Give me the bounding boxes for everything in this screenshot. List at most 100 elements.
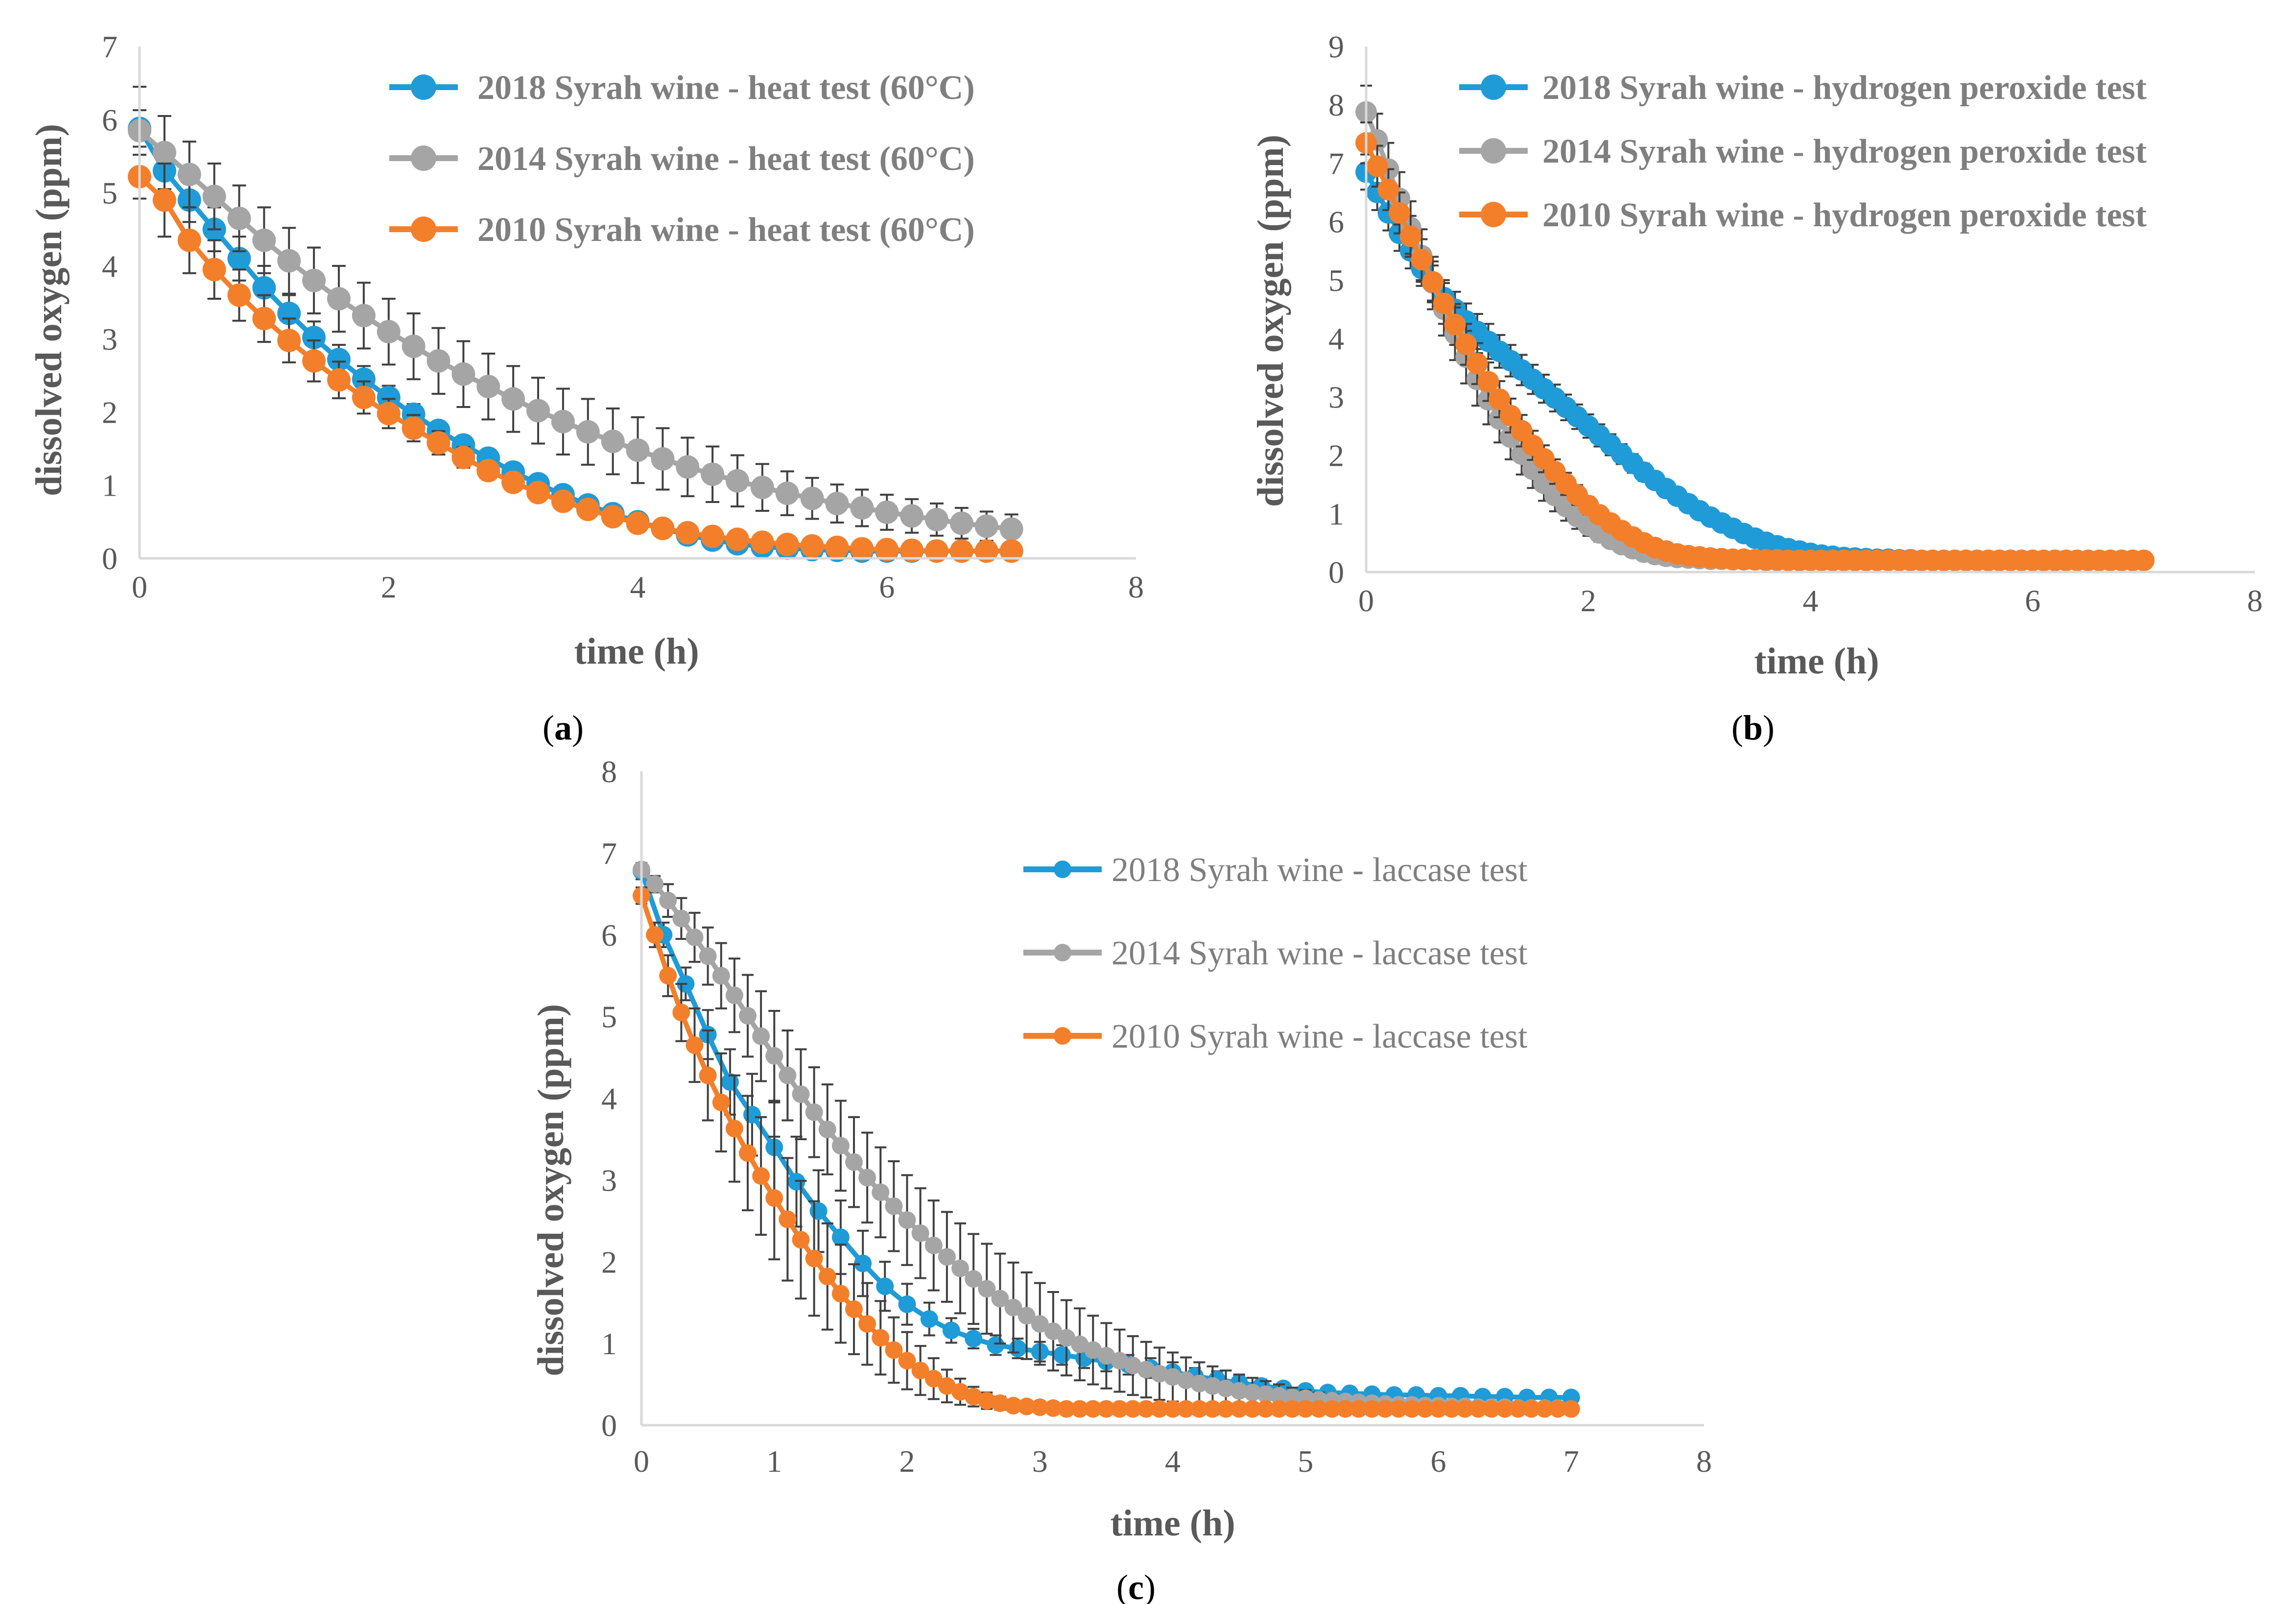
data-point	[925, 539, 948, 563]
data-point	[1399, 225, 1421, 247]
panel-b-x-axis-label: time (h)	[1754, 641, 1879, 682]
data-point	[476, 375, 500, 399]
data-point	[252, 276, 276, 300]
data-point	[1009, 1340, 1027, 1358]
data-point	[850, 496, 874, 520]
legend-swatch-marker	[1481, 138, 1506, 164]
x-tick-label: 6	[1431, 1444, 1446, 1479]
panel-b: 0 2 4 6 8 0 1 2 3 4 5 6 7 8 9 time (h) dissolved oxyge…	[1250, 29, 2263, 747]
x-tick-label: 6	[879, 570, 895, 604]
data-point	[1124, 1400, 1142, 1418]
data-point	[818, 1268, 836, 1286]
data-point	[1018, 1307, 1036, 1325]
data-point	[501, 387, 525, 411]
data-point	[302, 326, 326, 350]
data-point	[1403, 1400, 1421, 1418]
data-point	[152, 188, 176, 212]
panel-a-series	[128, 86, 1023, 563]
panel-c-label: (c)	[1116, 1568, 1156, 1604]
legend-swatch-marker	[411, 74, 436, 100]
x-tick-label: 7	[1563, 1444, 1579, 1479]
data-point	[1496, 1400, 1514, 1418]
data-point	[1549, 1400, 1567, 1418]
legend-label: 2018 Syrah wine - hydrogen peroxide test	[1542, 69, 2147, 107]
data-point	[1164, 1400, 1182, 1418]
data-point	[177, 228, 201, 252]
legend-swatch-marker	[411, 216, 436, 242]
y-tick-label: 3	[1328, 380, 1344, 414]
x-tick-label: 4	[630, 570, 646, 604]
y-tick-label: 3	[601, 1163, 617, 1197]
data-point	[924, 1369, 943, 1388]
data-point	[1230, 1382, 1248, 1400]
y-tick-label: 6	[1328, 205, 1344, 239]
y-tick-label: 2	[1328, 438, 1344, 473]
data-point	[699, 1066, 717, 1084]
legend-swatch-marker	[1481, 202, 1506, 227]
series-line	[137, 127, 1012, 554]
data-point	[659, 967, 677, 985]
data-point	[1084, 1341, 1102, 1359]
panel-a-label: (a)	[543, 708, 584, 747]
data-point	[825, 492, 849, 516]
data-point	[872, 1183, 890, 1201]
y-tick-label: 1	[601, 1326, 617, 1361]
data-point	[1511, 420, 1533, 442]
series-2010-group	[128, 153, 1023, 563]
data-point	[227, 246, 251, 270]
data-point	[725, 1120, 743, 1138]
data-point	[1177, 1371, 1195, 1389]
x-tick-label: 0	[634, 1444, 649, 1479]
data-point	[327, 347, 351, 371]
data-point	[426, 431, 450, 455]
data-point	[1150, 1365, 1168, 1383]
x-tick-label: 4	[1803, 583, 1819, 618]
data-point	[1323, 1400, 1341, 1418]
data-point	[978, 1391, 996, 1410]
legend-label: 2014 Syrah wine - laccase test	[1112, 934, 1528, 972]
data-point	[1443, 1400, 1461, 1418]
y-tick-label: 7	[601, 836, 617, 871]
data-point	[1084, 1400, 1102, 1418]
data-point	[377, 385, 401, 409]
y-tick-label: 1	[1328, 497, 1344, 531]
y-tick-label: 5	[1328, 263, 1344, 298]
data-point	[501, 470, 525, 494]
x-tick-label: 2	[1581, 583, 1596, 618]
data-point	[739, 1006, 757, 1025]
data-point	[775, 532, 799, 556]
data-point	[526, 399, 550, 423]
data-point	[965, 1330, 983, 1348]
panel-b-label: (b)	[1731, 708, 1775, 747]
data-point	[1137, 1361, 1155, 1379]
data-point	[875, 538, 899, 562]
data-point	[825, 535, 849, 559]
data-point	[1422, 271, 1444, 293]
data-point	[750, 476, 774, 500]
x-tick-label: 6	[2025, 583, 2040, 618]
y-tick-label: 4	[102, 249, 118, 284]
data-point	[476, 458, 500, 482]
data-point	[1483, 1400, 1500, 1418]
data-point	[1416, 1400, 1434, 1418]
data-point	[1455, 334, 1477, 356]
panel-c-y-axis-label: dissolved oxygen (ppm)	[530, 1004, 571, 1376]
x-tick-label: 3	[1032, 1444, 1048, 1479]
data-point	[1058, 1329, 1075, 1347]
x-tick-label: 5	[1298, 1444, 1313, 1479]
data-point	[712, 967, 730, 985]
data-point	[991, 1394, 1009, 1412]
x-tick-label: 2	[381, 570, 397, 604]
panel-a-y-axis-label: dissolved oxygen (ppm)	[28, 124, 70, 496]
data-point	[1243, 1400, 1261, 1418]
data-point	[1336, 1400, 1354, 1418]
data-point	[1190, 1400, 1208, 1418]
data-point	[601, 430, 625, 454]
data-point	[1164, 1368, 1182, 1386]
data-point	[402, 335, 426, 359]
panel-a-label-letter: a	[554, 708, 572, 747]
data-point	[651, 447, 675, 471]
data-point	[426, 349, 450, 373]
data-point	[898, 1295, 916, 1314]
data-point	[526, 480, 550, 504]
